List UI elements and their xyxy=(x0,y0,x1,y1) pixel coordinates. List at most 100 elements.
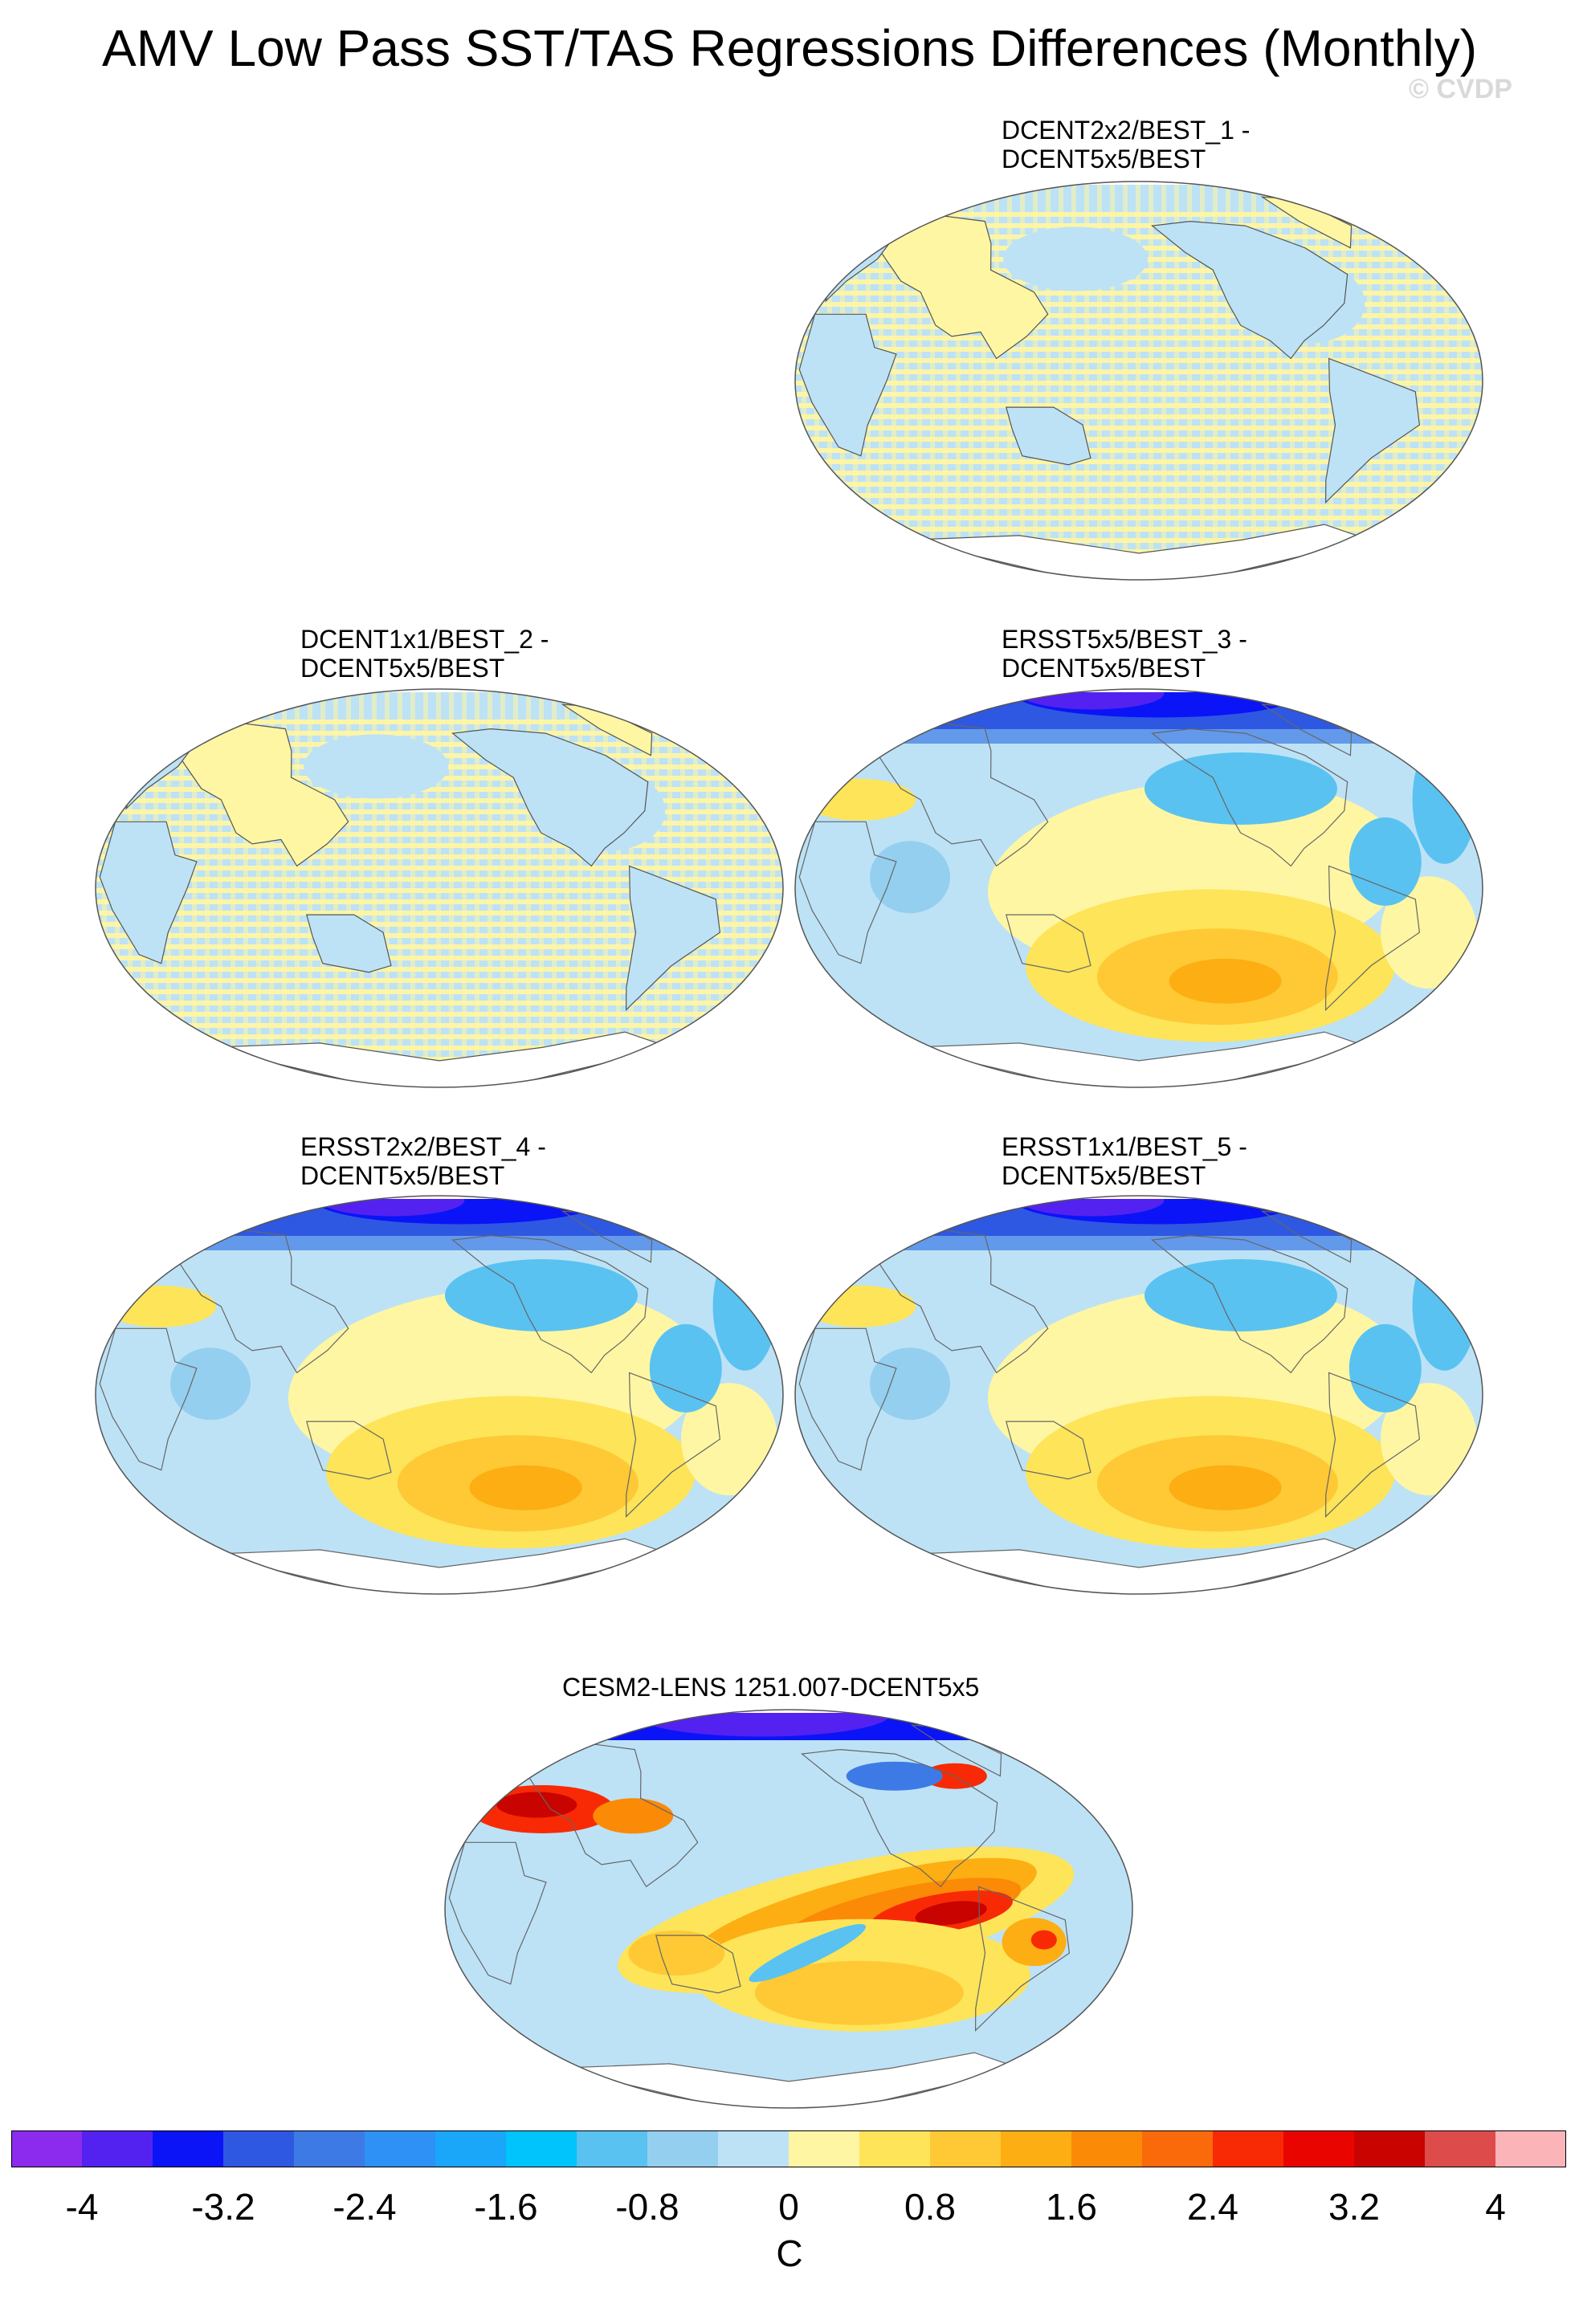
land-africa-outline xyxy=(99,1327,198,1471)
field-polar-max xyxy=(1019,689,1165,710)
land-north-america-outline xyxy=(1151,1234,1348,1374)
colorbar-swatch xyxy=(1001,2130,1072,2167)
colorbar-units: C xyxy=(776,2232,803,2274)
colorbar xyxy=(11,2130,1566,2167)
panel-3-title-line1: ERSST5x5/BEST_3 - xyxy=(1002,625,1247,654)
field-cool-north xyxy=(1144,752,1337,825)
field-stripe-vertical xyxy=(359,689,364,1087)
field-stripe-vertical xyxy=(462,689,467,1087)
field-stripe-vertical xyxy=(1290,181,1295,580)
field-warm-max xyxy=(1169,958,1282,1004)
land-north-america xyxy=(451,728,649,867)
colorbar-swatch xyxy=(577,2130,648,2167)
field-stripe-vertical xyxy=(1071,181,1076,580)
land-australia-outline xyxy=(306,1421,392,1480)
land-antarctica xyxy=(557,2052,1022,2108)
land-africa-outline xyxy=(448,1841,547,1985)
map-bottom-cut xyxy=(94,1084,785,1089)
map-boundary xyxy=(95,688,784,1088)
map-fields xyxy=(795,1196,1483,1594)
field-stripe-vertical xyxy=(282,689,287,1087)
land-africa-outline xyxy=(798,821,897,964)
field-stripe-vertical xyxy=(917,181,922,580)
field-stripe-vertical xyxy=(981,181,986,580)
field-stripe-vertical xyxy=(719,689,724,1087)
field-stripe-vertical xyxy=(590,689,595,1087)
field-stripe-vertical xyxy=(243,689,248,1087)
colorbar-swatch xyxy=(1283,2130,1355,2167)
map-boundary xyxy=(95,1195,784,1595)
field-stripe-vertical xyxy=(770,689,775,1087)
colorbar-swatch xyxy=(294,2130,365,2167)
land-australia-outline xyxy=(1006,1421,1091,1480)
colorbar-tick-label: 0.8 xyxy=(904,2186,956,2228)
field-stripe-vertical xyxy=(1251,181,1256,580)
field-stripe-vertical xyxy=(1431,181,1436,580)
map-top-cut xyxy=(443,1708,1134,1713)
panel-5-title-line1: ERSST1x1/BEST_5 - xyxy=(1002,1132,1247,1161)
field-stripe-vertical xyxy=(994,181,999,580)
field-cool-region xyxy=(1003,226,1149,292)
map-top-cut xyxy=(94,1194,785,1199)
field-stripe-vertical xyxy=(308,689,312,1087)
map-fields xyxy=(795,181,1483,580)
field-stripe-vertical xyxy=(969,181,973,580)
panel-1-title-line1: DCENT2x2/BEST_1 - xyxy=(1002,116,1251,145)
field-warm-max xyxy=(1169,1465,1282,1511)
field-stripe-vertical xyxy=(513,689,518,1087)
colorbar-swatch xyxy=(1354,2130,1426,2167)
land-north-america-outline xyxy=(1151,728,1348,867)
field-stripe-vertical xyxy=(1084,181,1089,580)
panel-1-title: DCENT2x2/BEST_1 - DCENT5x5/BEST xyxy=(1002,116,1250,173)
field-stripe-vertical xyxy=(577,689,582,1087)
field-warm-australia xyxy=(628,1931,725,1976)
field-stripe-vertical xyxy=(1277,181,1282,580)
field-stripe-vertical xyxy=(1393,181,1397,580)
field-cool-north xyxy=(445,1259,638,1331)
field-stripe-vertical xyxy=(1457,181,1462,580)
colorbar-swatch xyxy=(1495,2130,1566,2167)
panel-2-title-line1: DCENT1x1/BEST_2 - xyxy=(300,625,549,654)
land-north-america-outline xyxy=(451,1234,649,1374)
field-stripe-vertical xyxy=(500,689,505,1087)
panel-4-title-line1: ERSST2x2/BEST_4 - xyxy=(300,1132,546,1161)
panel-3-map xyxy=(794,687,1484,1089)
field-cool-tongue xyxy=(749,1923,867,1983)
colorbar-tick-label: -3.2 xyxy=(191,2186,255,2228)
panel-5-title: ERSST1x1/BEST_5 - DCENT5x5/BEST xyxy=(1002,1132,1247,1190)
field-stripe-vertical xyxy=(1007,181,1012,580)
field-stripe-vertical xyxy=(565,689,569,1087)
field-stripe-vertical xyxy=(745,689,749,1087)
field-stripe-vertical xyxy=(1110,181,1115,580)
colorbar-tick-label: 0 xyxy=(778,2186,799,2228)
map-top-cut xyxy=(794,180,1484,185)
colorbar-swatch xyxy=(647,2130,719,2167)
field-stripe-vertical xyxy=(1123,181,1128,580)
field-cool-indian xyxy=(870,1348,950,1421)
field-stripe-vertical xyxy=(398,689,402,1087)
land-antarctica xyxy=(908,1538,1372,1594)
land-north-america xyxy=(1151,220,1348,360)
field-stripe-vertical xyxy=(732,689,736,1087)
colorbar-border xyxy=(11,2130,1566,2167)
field-warm-south-core xyxy=(754,1960,964,2025)
panel-4-map xyxy=(94,1194,785,1596)
colorbar-tick-label: -0.8 xyxy=(615,2186,679,2228)
field-stripe-vertical xyxy=(1213,181,1218,580)
cvdp-watermark: © CVDP xyxy=(1409,74,1512,104)
land-asia xyxy=(875,214,1049,360)
field-cool-alaska xyxy=(846,1761,943,1791)
field-stripe-vertical xyxy=(1316,181,1320,580)
panel-2-map xyxy=(94,687,785,1089)
colorbar-swatch xyxy=(223,2130,295,2167)
field-subpolar-band xyxy=(795,1236,1483,1250)
field-stripe-vertical xyxy=(943,181,948,580)
field-cool-north xyxy=(1144,1259,1337,1331)
colorbar-swatch xyxy=(1425,2130,1496,2167)
field-subpolar-band xyxy=(795,729,1483,744)
colorbar-tick-label: 3.2 xyxy=(1328,2186,1380,2228)
field-cool-samerica xyxy=(1348,817,1422,906)
field-stripe-vertical xyxy=(231,689,235,1087)
field-stripe-vertical xyxy=(1020,181,1025,580)
field-stripe-vertical xyxy=(603,689,608,1087)
